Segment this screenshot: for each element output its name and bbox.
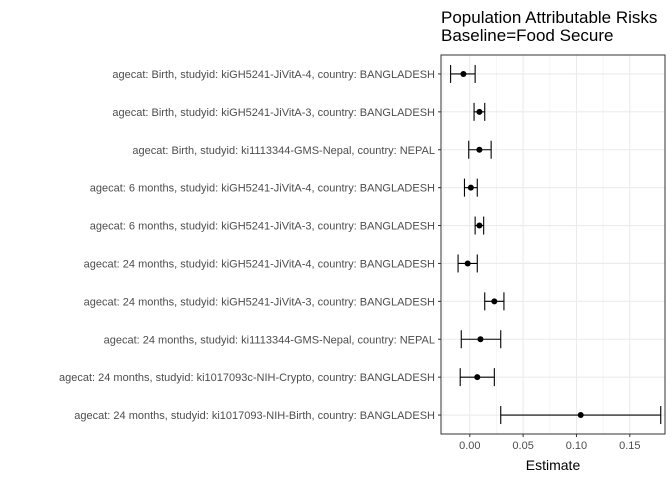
- y-tick-label: agecat: Birth, studyid: kiGH5241-JiVitA-…: [112, 107, 435, 119]
- y-tick-label: agecat: Birth, studyid: ki1113344-GMS-Ne…: [132, 145, 435, 157]
- y-tick-label: agecat: 24 months, studyid: kiGH5241-JiV…: [84, 258, 435, 270]
- estimate-row: [468, 140, 492, 159]
- x-axis: 0.00 0.05 0.10 0.15: [459, 434, 641, 452]
- estimate-row: [459, 368, 495, 387]
- plot-panel-border: [440, 54, 666, 435]
- y-tick-label: agecat: 6 months, studyid: kiGH5241-JiVi…: [90, 221, 435, 233]
- estimate-row: [500, 406, 662, 425]
- x-tick-label: 0.05: [512, 440, 533, 452]
- x-axis-label: Estimate: [526, 457, 581, 473]
- y-axis: agecat: Birth, studyid: kiGH5241-JiVitA-…: [59, 69, 441, 422]
- y-tick-label: agecat: 24 months, studyid: ki1017093-NI…: [74, 410, 435, 422]
- estimate-point: [577, 412, 584, 419]
- estimate-rows: [450, 64, 662, 425]
- estimate-row: [457, 254, 478, 273]
- x-tick-label: 0.15: [619, 440, 640, 452]
- estimate-point: [491, 298, 498, 305]
- chart-title-line-1: Population Attributable Risks: [441, 8, 657, 27]
- estimate-point: [476, 146, 483, 153]
- estimate-row: [450, 64, 476, 83]
- estimate-row: [463, 178, 478, 197]
- x-tick-label: 0.10: [566, 440, 587, 452]
- y-tick-label: agecat: 24 months, studyid: kiGH5241-JiV…: [84, 296, 435, 308]
- estimate-row: [460, 330, 502, 349]
- estimate-point: [460, 70, 467, 77]
- estimate-row: [474, 216, 485, 235]
- y-tick-label: agecat: 24 months, studyid: ki1113344-GM…: [104, 334, 435, 346]
- estimate-row: [484, 292, 505, 311]
- y-tick-label: agecat: 6 months, studyid: kiGH5241-JiVi…: [90, 183, 435, 195]
- y-tick-label: agecat: 24 months, studyid: ki1017093c-N…: [59, 372, 435, 384]
- estimate-row: [473, 102, 486, 121]
- estimate-point: [467, 184, 474, 191]
- x-tick-label: 0.00: [459, 440, 480, 452]
- estimate-point: [477, 336, 484, 343]
- chart-title-line-2: Baseline=Food Secure: [441, 26, 613, 45]
- y-tick-label: agecat: Birth, studyid: kiGH5241-JiVitA-…: [112, 69, 435, 81]
- estimate-point: [476, 222, 483, 229]
- estimate-point: [476, 108, 483, 115]
- estimate-point: [474, 374, 481, 381]
- estimate-point: [464, 260, 471, 267]
